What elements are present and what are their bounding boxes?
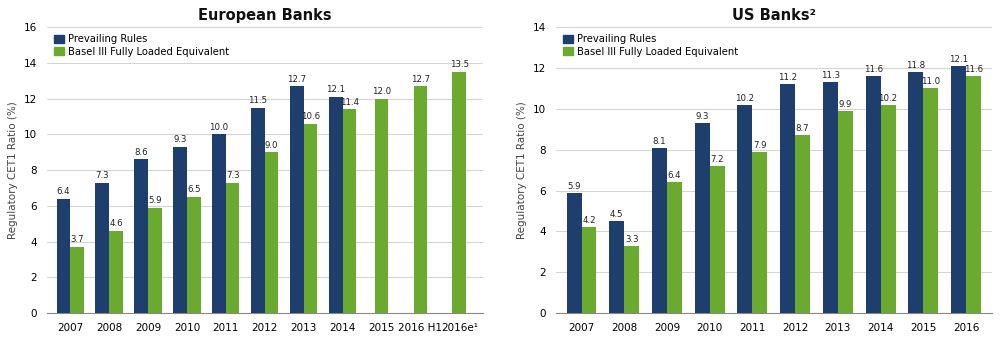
Text: 12.1: 12.1 xyxy=(949,55,968,64)
Bar xyxy=(866,76,881,313)
Text: 11.4: 11.4 xyxy=(340,98,359,107)
Text: 11.2: 11.2 xyxy=(778,73,797,83)
Bar xyxy=(582,227,596,313)
Bar xyxy=(212,134,226,313)
Bar xyxy=(752,152,767,313)
Text: 3.7: 3.7 xyxy=(70,235,84,244)
Bar xyxy=(148,208,162,313)
Text: 8.7: 8.7 xyxy=(796,124,809,133)
Text: 7.3: 7.3 xyxy=(226,171,239,180)
Text: 10.2: 10.2 xyxy=(879,94,898,103)
Bar xyxy=(652,148,667,313)
Text: 4.6: 4.6 xyxy=(109,219,123,228)
Bar xyxy=(881,105,896,313)
Text: 13.5: 13.5 xyxy=(450,60,469,69)
Title: European Banks: European Banks xyxy=(198,8,332,23)
Text: 10.0: 10.0 xyxy=(209,123,229,132)
Text: 9.0: 9.0 xyxy=(265,140,278,150)
Text: 6.5: 6.5 xyxy=(187,185,201,194)
Text: 4.2: 4.2 xyxy=(582,216,596,225)
Text: 5.9: 5.9 xyxy=(148,196,162,205)
Bar xyxy=(838,111,853,313)
Text: 11.3: 11.3 xyxy=(821,71,840,80)
Text: 11.8: 11.8 xyxy=(906,61,925,70)
Bar xyxy=(290,86,304,313)
Text: 6.4: 6.4 xyxy=(57,187,70,196)
Bar xyxy=(667,182,682,313)
Bar xyxy=(95,183,109,313)
Bar xyxy=(908,72,923,313)
Text: 12.7: 12.7 xyxy=(411,75,430,84)
Bar xyxy=(951,66,966,313)
Bar xyxy=(695,123,710,313)
Text: 12.0: 12.0 xyxy=(372,87,391,96)
Text: 7.3: 7.3 xyxy=(95,171,109,180)
Text: 12.7: 12.7 xyxy=(287,75,306,84)
Text: 7.2: 7.2 xyxy=(710,155,724,164)
Text: 10.6: 10.6 xyxy=(301,112,320,121)
Text: 3.3: 3.3 xyxy=(625,235,639,243)
Text: 8.1: 8.1 xyxy=(653,137,666,146)
Bar xyxy=(173,147,187,313)
Bar xyxy=(57,199,70,313)
Bar xyxy=(109,231,123,313)
Text: 6.4: 6.4 xyxy=(668,171,681,180)
Bar xyxy=(134,159,148,313)
Text: 11.6: 11.6 xyxy=(964,65,983,74)
Bar xyxy=(823,83,838,313)
Bar xyxy=(304,124,317,313)
Bar xyxy=(780,85,795,313)
Bar xyxy=(737,105,752,313)
Bar xyxy=(70,247,84,313)
Bar xyxy=(414,86,427,313)
Bar xyxy=(624,246,639,313)
Text: 9.9: 9.9 xyxy=(839,100,852,109)
Legend: Prevailing Rules, Basel III Fully Loaded Equivalent: Prevailing Rules, Basel III Fully Loaded… xyxy=(52,32,231,59)
Text: 11.5: 11.5 xyxy=(248,96,268,105)
Bar xyxy=(609,221,624,313)
Bar xyxy=(187,197,201,313)
Bar xyxy=(795,135,810,313)
Bar xyxy=(251,108,265,313)
Text: 8.6: 8.6 xyxy=(134,148,148,157)
Text: 11.0: 11.0 xyxy=(921,77,940,87)
Text: 9.3: 9.3 xyxy=(173,135,187,144)
Bar xyxy=(265,152,278,313)
Y-axis label: Regulatory CET1 Ratio (%): Regulatory CET1 Ratio (%) xyxy=(517,101,527,239)
Title: US Banks²: US Banks² xyxy=(732,8,816,23)
Bar xyxy=(923,89,938,313)
Bar xyxy=(375,99,388,313)
Text: 12.1: 12.1 xyxy=(326,85,345,94)
Bar xyxy=(343,109,356,313)
Text: 5.9: 5.9 xyxy=(567,181,581,191)
Bar xyxy=(452,72,466,313)
Bar xyxy=(966,76,981,313)
Bar xyxy=(710,166,725,313)
Text: 4.5: 4.5 xyxy=(610,210,624,219)
Bar xyxy=(567,193,582,313)
Text: 10.2: 10.2 xyxy=(735,94,755,103)
Text: 9.3: 9.3 xyxy=(695,112,709,121)
Bar xyxy=(226,183,239,313)
Bar xyxy=(329,97,343,313)
Text: 11.6: 11.6 xyxy=(864,65,883,74)
Y-axis label: Regulatory CET1 Ratio (%): Regulatory CET1 Ratio (%) xyxy=(8,101,18,239)
Text: 7.9: 7.9 xyxy=(753,141,767,150)
Legend: Prevailing Rules, Basel III Fully Loaded Equivalent: Prevailing Rules, Basel III Fully Loaded… xyxy=(561,32,740,59)
